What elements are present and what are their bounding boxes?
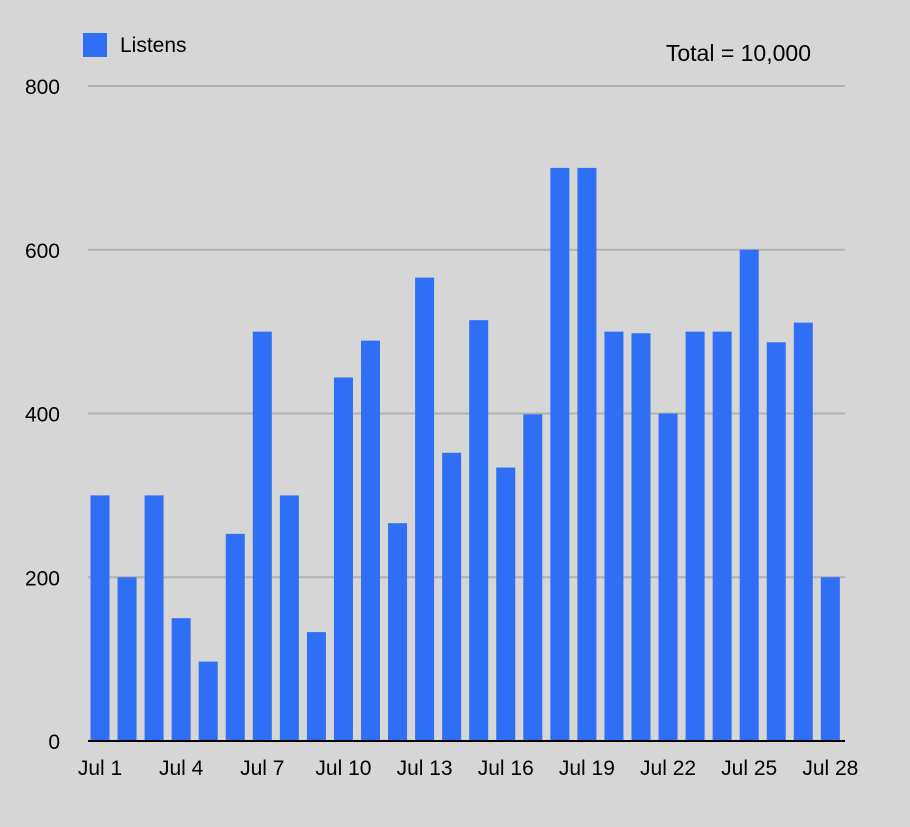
bars: [90, 167, 840, 742]
y-tick-label-0: 0: [48, 731, 60, 754]
bar-jul-1: [90, 495, 110, 742]
y-axis-tick-labels: 0 200 400 600 800: [25, 76, 60, 754]
x-axis-tick-labels: Jul 1 Jul 4 Jul 7 Jul 10 Jul 13 Jul 16 Jul 19 J…: [78, 757, 859, 780]
x-tick-label-jul-16: Jul 16: [478, 757, 534, 780]
bar-jul-16: [496, 467, 516, 741]
x-tick-label-jul-10: Jul 10: [315, 757, 371, 780]
bar-jul-25: [739, 249, 759, 741]
bar-jul-26: [766, 342, 786, 741]
y-tick-label-600: 600: [25, 240, 60, 263]
x-tick-label-jul-19: Jul 19: [559, 757, 615, 780]
bar-jul-28: [820, 577, 840, 741]
bar-jul-14: [442, 452, 462, 741]
x-tick-label-jul-4: Jul 4: [159, 757, 204, 780]
bar-jul-7: [252, 331, 272, 742]
x-tick-label-jul-7: Jul 7: [240, 757, 284, 780]
bar-jul-23: [685, 331, 705, 742]
bar-jul-4: [171, 618, 191, 741]
bar-jul-15: [469, 320, 489, 741]
legend-label-listens: Listens: [120, 34, 187, 57]
x-tick-label-jul-25: Jul 25: [721, 757, 777, 780]
bar-jul-10: [333, 377, 353, 741]
bar-jul-9: [306, 632, 326, 741]
y-tick-label-400: 400: [25, 404, 60, 427]
x-tick-label-jul-22: Jul 22: [640, 757, 696, 780]
bar-jul-2: [117, 577, 137, 741]
bar-jul-17: [523, 414, 543, 741]
x-tick-label-jul-28: Jul 28: [802, 757, 858, 780]
bar-jul-24: [712, 331, 732, 742]
x-tick-label-jul-13: Jul 13: [397, 757, 453, 780]
bar-jul-18: [550, 167, 570, 742]
bar-jul-22: [658, 413, 678, 741]
legend-swatch-listens: [83, 33, 107, 57]
bar-jul-11: [361, 340, 380, 741]
bar-jul-12: [388, 523, 408, 741]
bar-jul-20: [604, 331, 624, 742]
total-annotation: Total = 10,000: [666, 40, 811, 66]
y-tick-label-200: 200: [25, 567, 60, 590]
x-tick-label-jul-1: Jul 1: [78, 757, 122, 780]
bar-jul-21: [631, 333, 651, 741]
bar-jul-3: [144, 495, 164, 742]
legend: Listens: [83, 33, 187, 57]
bar-jul-19: [577, 167, 597, 742]
bar-jul-8: [279, 495, 299, 742]
bar-jul-6: [225, 533, 245, 741]
bar-jul-5: [198, 661, 218, 741]
bar-jul-27: [793, 322, 813, 741]
bar-jul-13: [415, 277, 435, 741]
y-tick-label-800: 800: [25, 76, 60, 99]
